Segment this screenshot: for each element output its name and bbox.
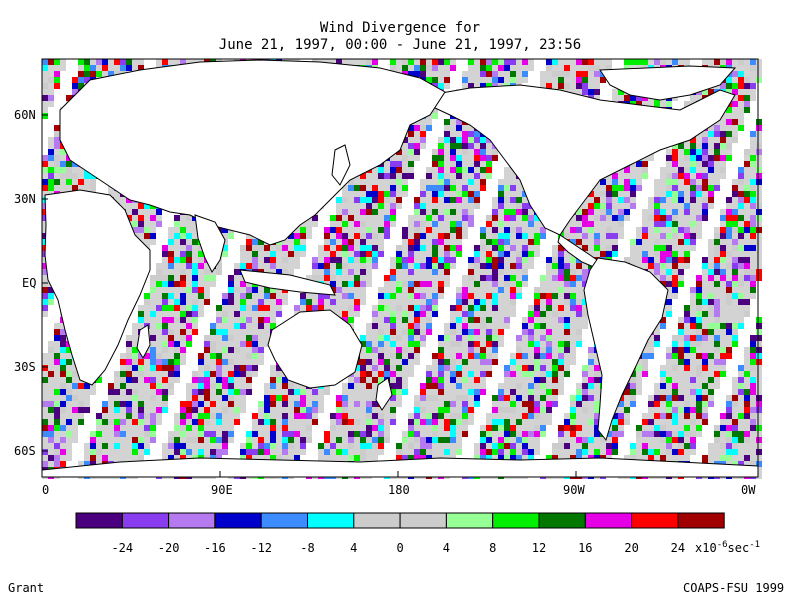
lon-label-180: 180: [388, 483, 410, 497]
lat-label-60n: 60N: [14, 108, 36, 122]
lat-label-30n: 30N: [14, 192, 36, 206]
legend-label-3: -12: [250, 541, 273, 555]
legend-swatch-10: [538, 512, 586, 529]
legend-swatch-7: [399, 512, 447, 529]
continents: [41, 59, 759, 478]
legend-label-0: -24: [111, 541, 134, 555]
land-eurasia: [59, 59, 446, 246]
land-indonesia: [239, 269, 336, 296]
land-greenland: [599, 65, 737, 101]
legend-label-9: 12: [531, 541, 547, 555]
land-south-america: [583, 257, 669, 442]
legend-label-12: 24: [670, 541, 686, 555]
map-frame: [41, 58, 759, 478]
land-new-zealand: [375, 377, 393, 411]
lon-label-0w: 0W: [741, 483, 756, 497]
land-madagascar: [136, 324, 151, 360]
legend-label-10: 16: [578, 541, 593, 555]
legend-label-8: 8: [489, 541, 497, 555]
lon-label-90e: 90E: [211, 483, 233, 497]
land-north-america: [429, 84, 736, 236]
chart-title-line2: June 21, 1997, 00:00 - June 21, 1997, 23…: [218, 37, 582, 53]
legend-swatch-9: [492, 512, 540, 529]
land-japan: [331, 144, 351, 186]
footer-author: Grant: [8, 581, 45, 595]
legend-swatch-13: [677, 512, 725, 529]
legend-swatch-2: [168, 512, 216, 529]
legend-label-1: -20: [157, 541, 180, 555]
legend-swatch-3: [214, 512, 262, 529]
legend-label-7: 4: [442, 541, 450, 555]
lat-label-60s: 60S: [14, 444, 36, 458]
chart-title-line1: Wind Divergence for: [319, 20, 481, 36]
lat-label-30s: 30S: [14, 360, 36, 374]
color-legend: [75, 512, 725, 529]
land-australia: [267, 309, 363, 389]
legend-swatch-11: [584, 512, 633, 529]
legend-swatch-5: [307, 512, 355, 529]
legend-swatch-6: [353, 512, 401, 529]
legend-units: x10-6sec-1: [695, 540, 761, 555]
lat-label-eq: EQ: [22, 276, 37, 290]
legend-swatch-1: [121, 512, 170, 529]
legend-swatch-8: [445, 512, 494, 529]
lon-label-90w: 90W: [563, 483, 585, 497]
legend-swatch-0: [75, 512, 123, 529]
legend-swatch-12: [631, 512, 679, 529]
legend-label-4: -8: [300, 541, 315, 555]
legend-label-2: -16: [204, 541, 226, 555]
legend-label-5: 4: [350, 541, 358, 555]
land-antarctica: [41, 457, 759, 478]
footer-credit: COAPS-FSU 1999: [683, 581, 785, 595]
legend-label-6: 0: [396, 541, 404, 555]
legend-swatch-4: [260, 512, 309, 529]
legend-label-11: 20: [624, 541, 639, 555]
land-india: [194, 214, 226, 273]
land-africa: [44, 189, 151, 386]
lon-label-0: 0: [42, 483, 50, 497]
